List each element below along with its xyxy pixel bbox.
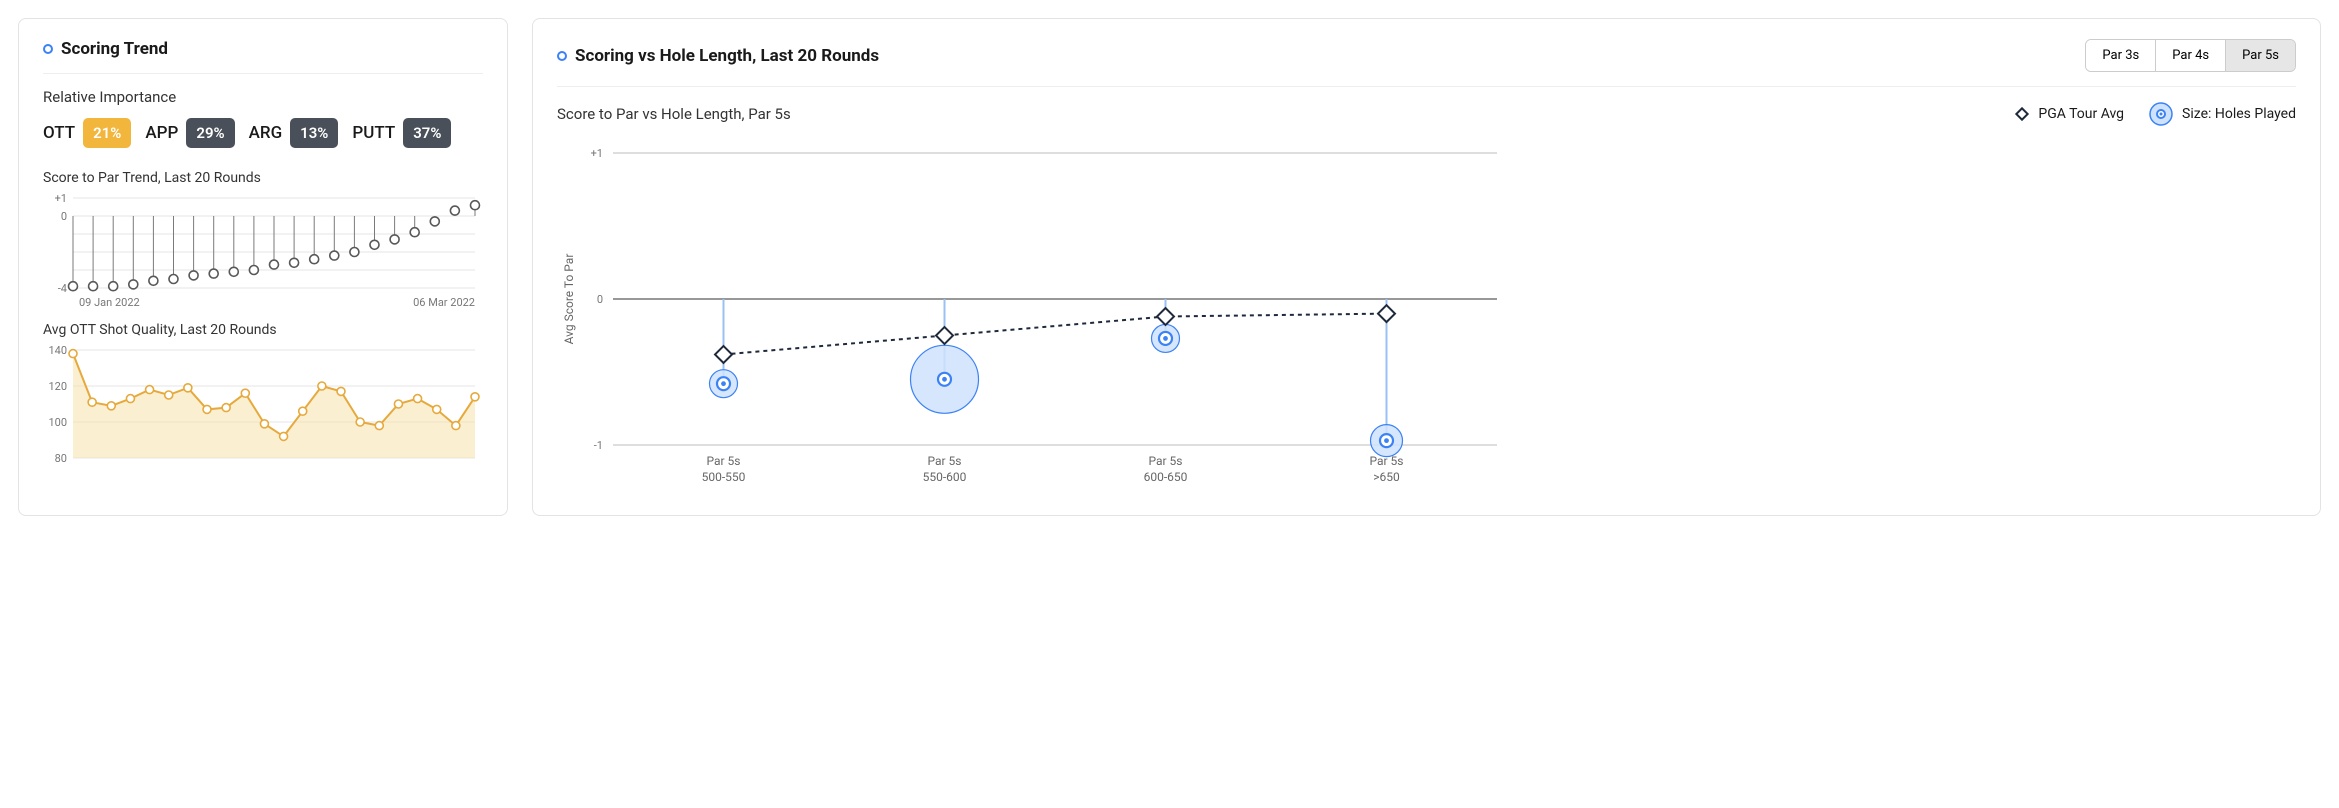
importance-label: PUTT [352,123,395,143]
par-tab-button[interactable]: Par 3s [2086,40,2155,71]
ott-quality-title: Avg OTT Shot Quality, Last 20 Rounds [43,322,483,338]
title-text: Scoring vs Hole Length, Last 20 Rounds [575,46,879,66]
svg-text:120: 120 [48,380,67,393]
svg-text:-1: -1 [594,439,603,452]
svg-text:550-600: 550-600 [923,470,967,484]
title-text: Scoring Trend [61,39,168,59]
scoring-vs-hole-length-card: Scoring vs Hole Length, Last 20 Rounds P… [532,18,2321,516]
svg-text:+1: +1 [591,147,603,160]
legend-row: Score to Par vs Hole Length, Par 5s PGA … [557,101,2296,127]
bullet-icon [557,51,567,61]
svg-text:0: 0 [61,210,67,223]
relative-importance-row: OTT 21% APP 29% ARG 13% PUTT 37% [43,118,483,148]
importance-badge: 21% [83,118,131,148]
importance-heading: Relative Importance [43,88,483,106]
card-title: Scoring vs Hole Length, Last 20 Rounds [557,46,879,66]
legend-pga: PGA Tour Avg [2014,106,2124,122]
importance-label: ARG [249,123,283,143]
bullet-icon [43,44,53,54]
svg-text:Par 5s: Par 5s [1148,454,1182,468]
score-trend-title: Score to Par Trend, Last 20 Rounds [43,170,483,186]
scoring-trend-card: Scoring Trend Relative Importance OTT 21%… [18,18,508,516]
importance-item: APP 29% [145,118,234,148]
svg-text:Par 5s: Par 5s [1369,454,1403,468]
importance-badge: 37% [403,118,451,148]
importance-item: ARG 13% [249,118,339,148]
svg-text:Par 5s: Par 5s [927,454,961,468]
ott-quality-chart: 80 100 120 140 [43,344,483,464]
par-tab-button[interactable]: Par 5s [2225,40,2295,71]
svg-text:0: 0 [597,293,603,306]
importance-badge: 13% [290,118,338,148]
legend-pga-label: PGA Tour Avg [2038,106,2124,122]
svg-text:100: 100 [48,416,67,429]
hole-length-chart: Avg Score To Par +1 0 -1 Par 5s 500-550 Par 5s… [557,135,2296,495]
importance-label: APP [145,123,178,143]
svg-text:>650: >650 [1373,470,1400,484]
svg-text:Avg Score To Par: Avg Score To Par [562,254,576,345]
svg-text:06 Mar 2022: 06 Mar 2022 [413,296,475,309]
svg-text:500-550: 500-550 [702,470,746,484]
chart-subtitle: Score to Par vs Hole Length, Par 5s [557,105,791,123]
svg-text:140: 140 [48,344,67,357]
svg-text:+1: +1 [55,192,67,205]
svg-text:80: 80 [55,452,67,464]
bubble-icon [2148,101,2174,127]
legend-size: Size: Holes Played [2148,101,2296,127]
importance-item: PUTT 37% [352,118,451,148]
diamond-icon [2014,106,2030,122]
importance-label: OTT [43,123,75,143]
svg-text:Par 5s: Par 5s [706,454,740,468]
card-header: Scoring vs Hole Length, Last 20 Rounds P… [557,39,2296,87]
score-trend-chart: +1 0 -4 09 Jan 2022 06 Mar 2022 [43,192,483,312]
legend-size-label: Size: Holes Played [2182,106,2296,122]
card-header: Scoring Trend [43,39,483,74]
svg-text:09 Jan 2022: 09 Jan 2022 [79,296,140,309]
svg-text:-4: -4 [58,282,67,295]
card-title: Scoring Trend [43,39,168,59]
importance-item: OTT 21% [43,118,131,148]
par-tabs: Par 3sPar 4sPar 5s [2085,39,2296,72]
par-tab-button[interactable]: Par 4s [2155,40,2225,71]
importance-badge: 29% [186,118,234,148]
svg-text:600-650: 600-650 [1144,470,1188,484]
